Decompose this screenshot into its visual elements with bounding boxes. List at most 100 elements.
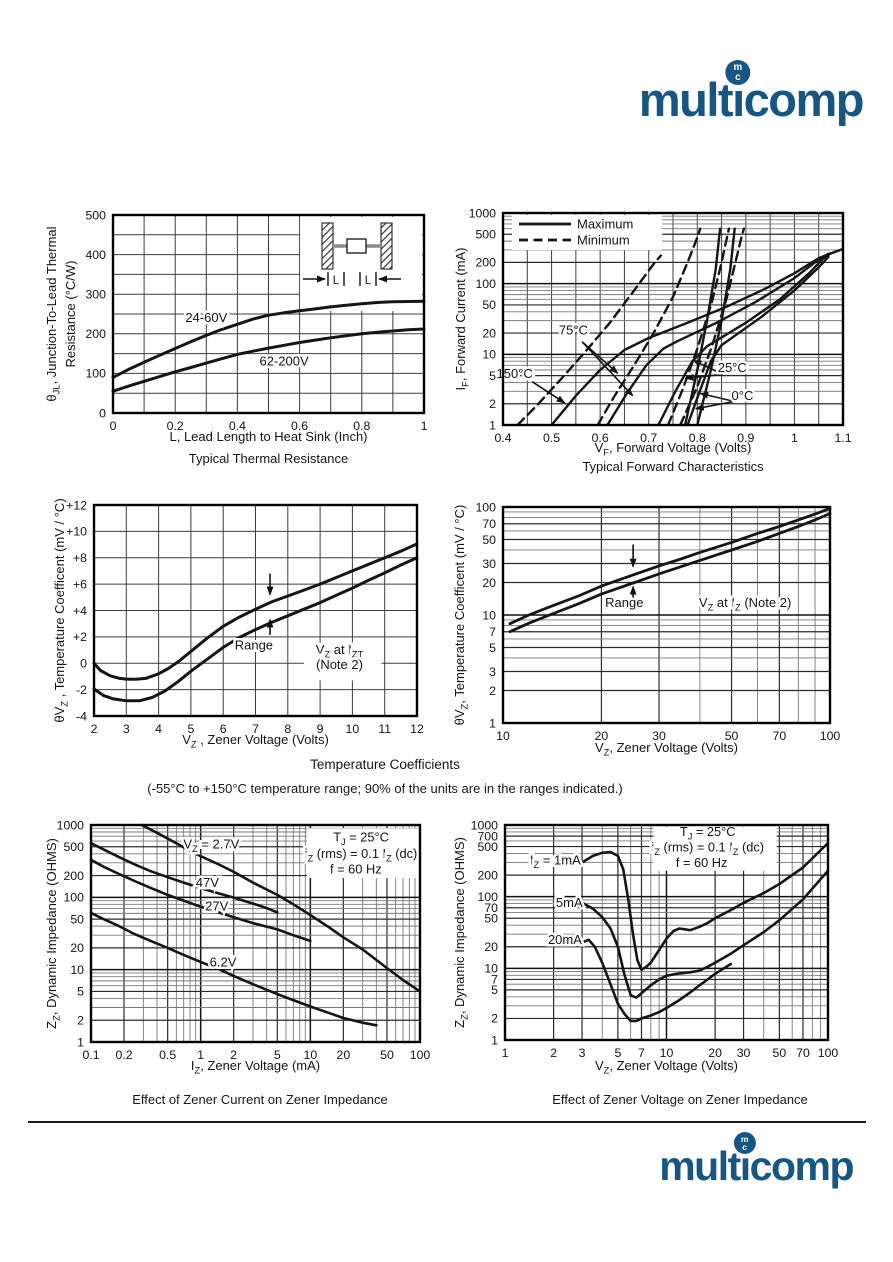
series-minimum-25C [666, 227, 731, 427]
svg-text:θVZ, Temperature Coefficent (m: θVZ, Temperature Coefficent (mV / °C) [452, 505, 470, 726]
svg-text:50: 50 [482, 298, 496, 312]
series-maximum-0C-steep [696, 227, 736, 427]
svg-text:20: 20 [708, 1046, 722, 1060]
svg-text:(Note 2): (Note 2) [316, 657, 363, 672]
series-maximum-25C [657, 252, 833, 427]
svg-text:12: 12 [410, 722, 424, 736]
svg-text:0.5: 0.5 [159, 1048, 176, 1062]
svg-text:0.6: 0.6 [291, 419, 308, 433]
series-Vz-27V [89, 858, 312, 943]
svg-text:50: 50 [725, 729, 739, 743]
svg-text:10: 10 [482, 608, 496, 622]
svg-text:0.9: 0.9 [737, 431, 754, 445]
svg-text:100: 100 [85, 367, 106, 381]
svg-text:0.7: 0.7 [640, 431, 657, 445]
svg-text:24-60V: 24-60V [185, 310, 227, 325]
svg-text:50: 50 [482, 533, 496, 547]
svg-text:+4: +4 [73, 604, 87, 618]
svg-text:3: 3 [579, 1046, 586, 1060]
svg-text:Maximum: Maximum [577, 217, 633, 232]
svg-text:VF, Forward Voltage (Volts): VF, Forward Voltage (Volts) [595, 440, 752, 458]
logo-text-i: ı [739, 1143, 751, 1189]
series-maximum-25C-steep [683, 227, 722, 427]
svg-text:1: 1 [491, 1033, 498, 1047]
svg-text:100: 100 [475, 277, 496, 291]
svg-text:VZ = 2.7V: VZ = 2.7V [183, 837, 239, 855]
caption-typical-forward-characteristics: Typical Forward Characteristics [582, 459, 764, 474]
series-range-lower [92, 556, 419, 703]
svg-text:150°C: 150°C [497, 366, 533, 381]
svg-text:27V: 27V [205, 898, 228, 913]
svg-text:20: 20 [595, 729, 609, 743]
svg-text:0.4: 0.4 [229, 419, 246, 433]
badge-letter-c: c [742, 1142, 748, 1153]
svg-text:L, Lead Length to Heat Sink (: L, Lead Length to Heat Sink (Inch) [169, 429, 367, 444]
svg-text:200: 200 [63, 869, 84, 883]
svg-text:10: 10 [70, 963, 84, 977]
series-62-200V [111, 327, 426, 393]
badge-letter-m: m [733, 62, 743, 74]
svg-text:8: 8 [284, 722, 291, 736]
svg-text:VZ , Zener Voltage (Volts): VZ , Zener Voltage (Volts) [182, 732, 329, 750]
svg-text:6: 6 [220, 722, 227, 736]
svg-text:500: 500 [477, 840, 498, 854]
svg-text:30: 30 [482, 557, 496, 571]
svg-text:20: 20 [337, 1048, 351, 1062]
svg-text:2: 2 [77, 1014, 84, 1028]
svg-text:10: 10 [484, 962, 498, 976]
svg-text:+2: +2 [73, 630, 87, 644]
svg-text:IZ = 1mA: IZ = 1mA [530, 853, 581, 871]
chart-zener-voltage-vs-impedance: IZ = 1mA 5mA 20mA TJ = 25°CiZ (rms) = 0.1 I… [452, 818, 838, 1075]
svg-text:iZ (rms) = 0.1 IZ (dc): iZ (rms) = 0.1 IZ (dc) [651, 839, 764, 857]
svg-text:ZZ, Dynamic Impedance (OHMS: ZZ, Dynamic Impedance (OHMS) [452, 837, 470, 1028]
svg-text:200: 200 [477, 868, 498, 882]
logo-text-i: ı [732, 73, 745, 126]
svg-text:10: 10 [482, 348, 496, 362]
svg-text:1: 1 [197, 1048, 204, 1062]
series-maximum-0C [686, 255, 830, 427]
svg-text:5: 5 [614, 1046, 621, 1060]
svg-text:9: 9 [317, 722, 324, 736]
svg-text:TJ = 25°C: TJ = 25°C [333, 830, 389, 848]
svg-text:100: 100 [818, 1046, 839, 1060]
series-range-upper [508, 507, 832, 626]
svg-text:-4: -4 [76, 709, 87, 723]
multicomp-wordmark: multı m c comp [659, 1132, 855, 1189]
svg-text:IZ, Zener Voltage (mA): IZ, Zener Voltage (mA) [191, 1058, 320, 1076]
svg-text:7: 7 [638, 1046, 645, 1060]
svg-text:5: 5 [77, 985, 84, 999]
svg-text:2: 2 [489, 684, 496, 698]
svg-text:0.2: 0.2 [115, 1048, 132, 1062]
series-Iz-1mA [580, 841, 830, 972]
multicomp-logo-top: multı m c comp [639, 60, 865, 126]
chart-temperature-coefficient-10-100v: Range VZ at IZ (Note 2) 10 20 30 50 70 100 1 2 3 5 7… [452, 500, 840, 757]
svg-text:200: 200 [85, 327, 106, 341]
svg-text:1: 1 [791, 431, 798, 445]
svg-text:70: 70 [796, 1046, 810, 1060]
svg-text:+8: +8 [73, 551, 87, 565]
svg-text:iZ (rms) = 0.1 IZ (dc): iZ (rms) = 0.1 IZ (dc) [305, 846, 418, 864]
svg-text:100: 100 [820, 729, 841, 743]
svg-text:4: 4 [155, 722, 162, 736]
svg-text:100: 100 [410, 1048, 431, 1062]
svg-text:0: 0 [80, 657, 87, 671]
svg-text:62-200V: 62-200V [259, 353, 308, 368]
svg-text:Minimum: Minimum [577, 233, 630, 248]
svg-text:2: 2 [550, 1046, 557, 1060]
svg-text:2: 2 [91, 722, 98, 736]
logo-text-post: comp [743, 73, 865, 126]
svg-text:30: 30 [652, 729, 666, 743]
logo-text-pre: mult [659, 1143, 741, 1189]
svg-text:VZ, Zener Voltage (Volts): VZ, Zener Voltage (Volts) [595, 1058, 738, 1076]
badge-letter-c: c [735, 71, 741, 83]
svg-text:0.2: 0.2 [167, 419, 184, 433]
svg-text:7: 7 [491, 973, 498, 987]
svg-text:400: 400 [85, 248, 106, 262]
svg-text:1000: 1000 [471, 818, 499, 832]
lead-length-inset-diagram [300, 217, 422, 311]
svg-text:0°C: 0°C [732, 388, 754, 403]
svg-text:5: 5 [187, 722, 194, 736]
